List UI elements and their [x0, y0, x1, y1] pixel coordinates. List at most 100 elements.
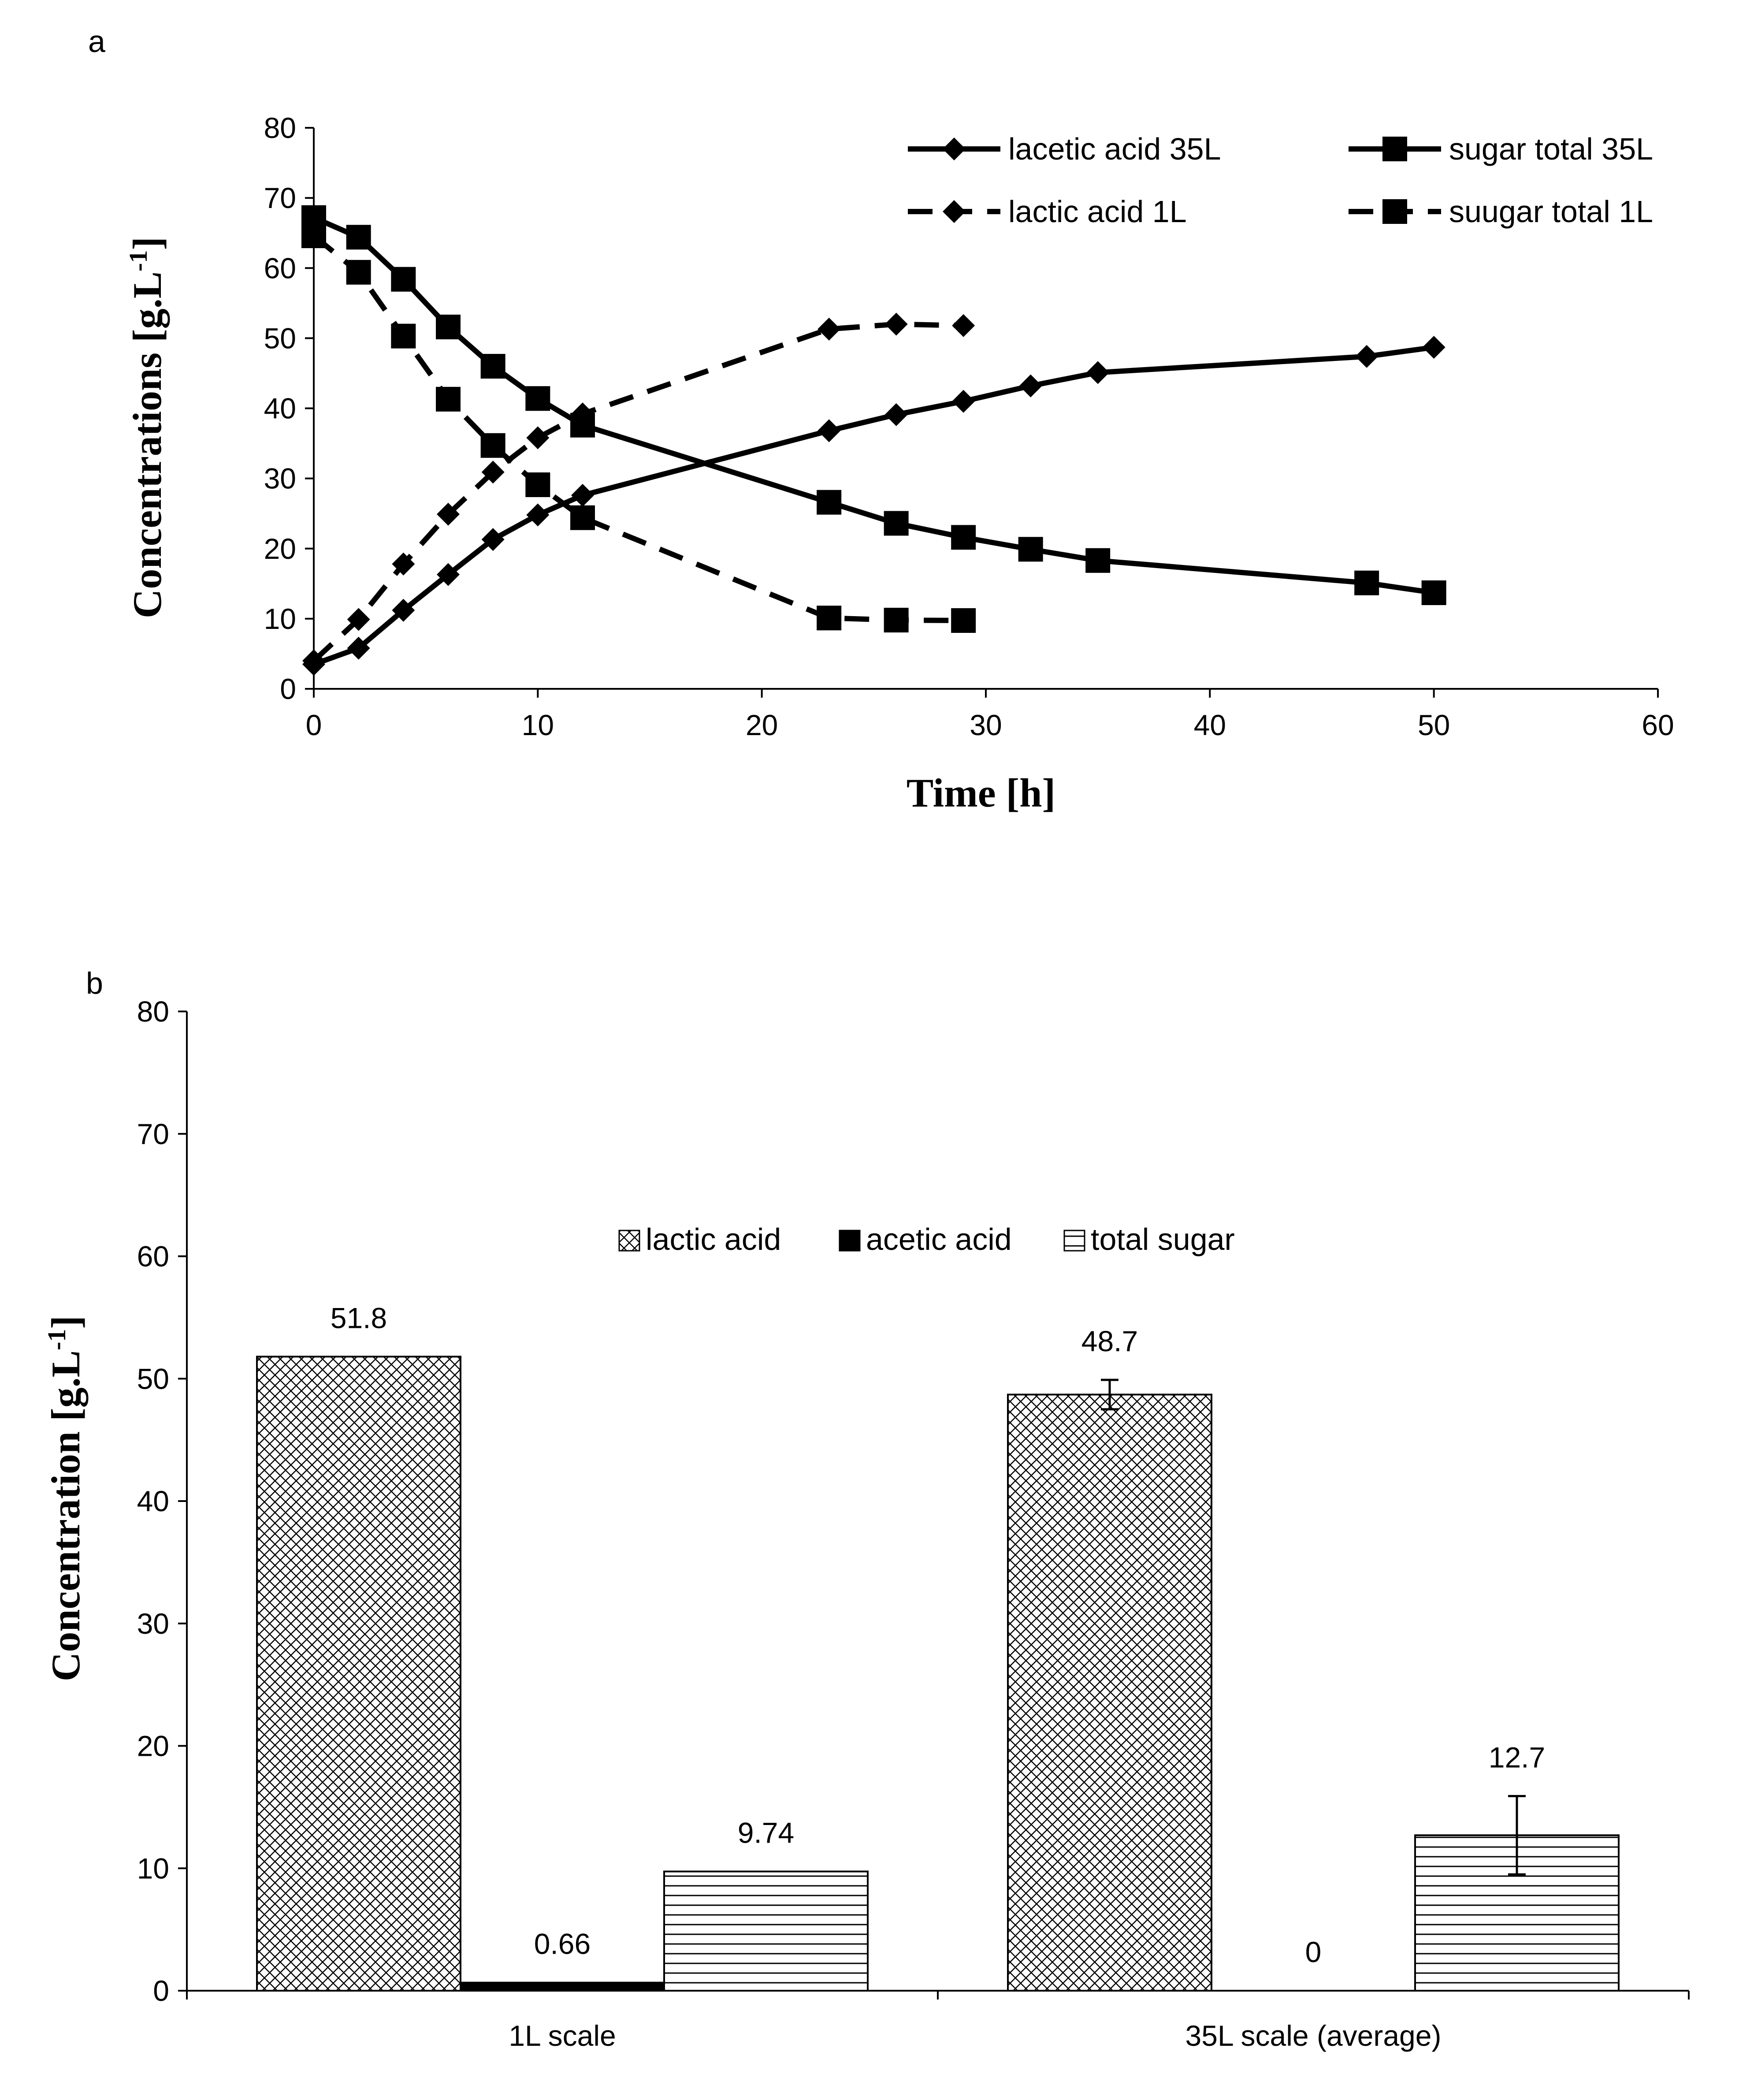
chart-a-ylabel-main: Concentrations [g.L — [125, 271, 170, 618]
data-point-lacetic-acid-35l — [817, 419, 841, 442]
chart-b-ylabel-sup: -1 — [42, 1329, 71, 1350]
chart-b-y-tick-label: 0 — [153, 1974, 169, 2007]
chart-a-y-tick-label: 50 — [264, 322, 296, 354]
data-point-lactic-acid-1l — [302, 649, 325, 673]
data-point-lactic-acid-1l — [526, 426, 550, 450]
chart-a: a 0 10 20 30 40 50 60 70 80 0 10 20 30 40 50 60 lacetic… — [88, 24, 1674, 815]
legend-label: total sugar — [1091, 1222, 1235, 1256]
chart-a-y-tick-label: 60 — [264, 252, 296, 284]
data-point-lacetic-acid-35l — [571, 483, 594, 507]
data-point-sugar-total-35l — [436, 314, 461, 339]
data-label-acetic-acid: 0.66 — [534, 1928, 591, 1960]
legend-entry-total-sugar: total sugar — [1063, 1222, 1235, 1256]
data-point-lacetic-acid-35l — [526, 503, 550, 527]
legend-label: lactic acid — [646, 1222, 781, 1256]
bar-lactic-acid — [1007, 1394, 1212, 1992]
chart-a-ylabel: Concentrations [g.L-1] — [124, 237, 170, 618]
bar-lactic-acid — [256, 1356, 461, 1992]
data-point-sugar-total-35l — [525, 386, 550, 411]
data-point-sugar-total-35l — [391, 267, 416, 292]
legend-swatch — [1063, 1230, 1085, 1252]
chart-b-category-label: 35L scale (average) — [1185, 2019, 1442, 2052]
data-point-sugar-total-35l — [884, 511, 909, 536]
legend-swatch — [839, 1230, 861, 1252]
series-sugar-total-35l — [301, 205, 1446, 605]
data-point-lacetic-acid-35l — [1422, 336, 1445, 359]
series-line-sugar-total-35l — [312, 215, 1434, 595]
data-point-lacetic-acid-35l — [1019, 374, 1042, 398]
legend-entry-suugar-total-1l: suugar total 1L — [1349, 194, 1653, 229]
chart-b-ylabel: Concentration [g.L-1] — [42, 1316, 88, 1681]
chart-b-y-tick-label: 70 — [137, 1118, 169, 1150]
data-point-lacetic-acid-35l — [1086, 361, 1110, 384]
legend-marker — [1382, 199, 1407, 224]
legend-swatch — [618, 1230, 640, 1252]
data-point-lacetic-acid-35l — [392, 598, 415, 622]
chart-a-ylabel-sup: -1 — [124, 250, 152, 271]
chart-a-y-tick-label: 30 — [264, 462, 296, 495]
chart-b-y-tick-label: 60 — [137, 1240, 169, 1273]
bar-group-lactic-acid: 51.8 — [256, 1301, 461, 1992]
data-point-lacetic-acid-35l — [884, 403, 908, 426]
chart-a-series — [301, 205, 1446, 676]
chart-a-axes: 0 10 20 30 40 50 60 70 80 0 10 20 30 40 50 60 — [264, 112, 1674, 741]
legend-marker — [1382, 137, 1407, 161]
data-point-sugar-total-35l — [1354, 570, 1379, 595]
data-point-sugar-total-35l — [346, 225, 371, 250]
chart-a-x-tick-label: 50 — [1418, 709, 1450, 741]
legend-marker — [943, 138, 966, 160]
legend-entry-acetic-acid: acetic acid — [839, 1222, 1012, 1256]
series-line-lactic-acid-1l — [312, 321, 964, 663]
legend-entry-lacetic-acid-35l: lacetic acid 35L — [908, 132, 1221, 166]
data-point-lactic-acid-1l — [571, 402, 594, 426]
chart-a-legend: lacetic acid 35L sugar total 35L lactic ac… — [908, 132, 1653, 229]
chart-a-ylabel-close: ] — [125, 237, 170, 250]
chart-a-x-tick-label: 60 — [1642, 709, 1674, 741]
chart-a-x-tick-label: 10 — [522, 709, 554, 741]
data-point-lactic-acid-1l — [392, 552, 415, 576]
data-label-acetic-acid: 0 — [1305, 1936, 1322, 1968]
series-lacetic-acid-35l — [302, 336, 1445, 676]
legend-label: suugar total 1L — [1449, 194, 1653, 229]
bar-group-acetic-acid: 0 — [1305, 1936, 1322, 1968]
chart-b-ylabel-main: Concentration [g.L — [43, 1350, 88, 1681]
panel-label-b: b — [86, 966, 103, 1000]
chart-b-axes: 0 10 20 30 40 50 60 70 80 1L scale 35L scale (aver… — [137, 995, 1690, 2052]
data-point-sugar-total-35l — [1018, 537, 1043, 562]
data-point-lactic-acid-1l — [347, 608, 370, 631]
data-point-lactic-acid-1l — [817, 317, 841, 341]
data-point-lactic-acid-1l — [437, 502, 460, 526]
chart-a-x-tick-label: 0 — [306, 709, 322, 741]
data-point-suugar-total-1l — [480, 433, 505, 458]
data-point-suugar-total-1l — [525, 472, 550, 497]
chart-a-y-tick-label: 80 — [264, 112, 296, 144]
data-point-suugar-total-1l — [346, 260, 371, 285]
data-label-total-sugar: 9.74 — [738, 1816, 794, 1849]
data-point-lactic-acid-1l — [481, 461, 505, 484]
legend-label: sugar total 35L — [1449, 132, 1653, 166]
data-point-lacetic-acid-35l — [481, 528, 505, 551]
series-line-suugar-total-1l — [312, 234, 964, 624]
chart-a-y-tick-label: 40 — [264, 392, 296, 425]
data-point-sugar-total-35l — [1421, 580, 1446, 605]
chart-b-y-tick-label: 80 — [137, 995, 169, 1028]
series-suugar-total-1l — [301, 223, 976, 633]
chart-b-y-tick-label: 50 — [137, 1362, 169, 1395]
chart-b-y-tick-label: 10 — [137, 1852, 169, 1884]
chart-a-y-tick-label: 0 — [280, 673, 296, 705]
data-point-suugar-total-1l — [436, 387, 461, 412]
data-point-suugar-total-1l — [391, 323, 416, 349]
chart-b-y-tick-label: 20 — [137, 1730, 169, 1762]
data-point-lactic-acid-1l — [884, 312, 908, 336]
series-lactic-acid-1l — [302, 312, 975, 673]
data-point-suugar-total-1l — [884, 608, 909, 633]
data-point-lacetic-acid-35l — [347, 636, 370, 660]
data-point-suugar-total-1l — [951, 608, 976, 633]
data-point-sugar-total-35l — [1085, 548, 1111, 573]
data-point-lacetic-acid-35l — [952, 390, 975, 413]
data-point-sugar-total-35l — [817, 490, 842, 515]
chart-a-y-tick-label: 20 — [264, 532, 296, 565]
chart-a-x-tick-label: 30 — [970, 709, 1002, 741]
legend-entry-sugar-total-35l: sugar total 35L — [1349, 132, 1653, 166]
